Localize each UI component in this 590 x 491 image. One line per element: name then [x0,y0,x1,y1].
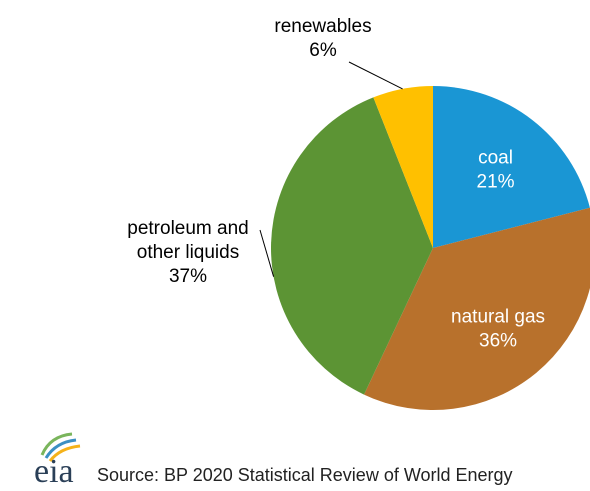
logo-swoosh-yellow [48,444,81,462]
logo-text: eia [34,453,74,490]
slice-value-petroleum-and-other-liquids: 37% [169,266,207,287]
logo-swoosh-green [40,432,73,456]
slice-label-natural-gas: natural gas [451,307,545,328]
leader-line-renewables [348,61,403,90]
logo-swoosh-blue [44,438,77,459]
source-text: Source: BP 2020 Statistical Review of Wo… [97,465,513,485]
slice-value-renewables: 6% [309,40,337,61]
pie-slice-renewables [373,86,433,248]
slice-label-renewables: renewables [274,16,371,37]
pie-slices [271,86,590,410]
slice-label-petroleum-and-other-liquids-line-1: petroleum and [127,218,248,239]
pie-slice-coal [433,86,590,248]
pie-slice-petroleum-and-other-liquids [271,97,433,395]
slice-label-coal: coal [478,147,513,168]
leader-line-petroleum-and-other-liquids [259,229,275,277]
leader-lines [259,61,403,277]
slice-value-natural-gas: 36% [479,331,517,352]
eia-logo: eia [34,432,81,490]
pie-slice-natural-gas [364,207,590,410]
slice-value-coal: 21% [477,171,515,192]
slice-label-petroleum-and-other-liquids-line-2: other liquids [137,242,239,263]
slice-labels: coal 21% natural gas 36% petroleum and other … [127,16,545,352]
